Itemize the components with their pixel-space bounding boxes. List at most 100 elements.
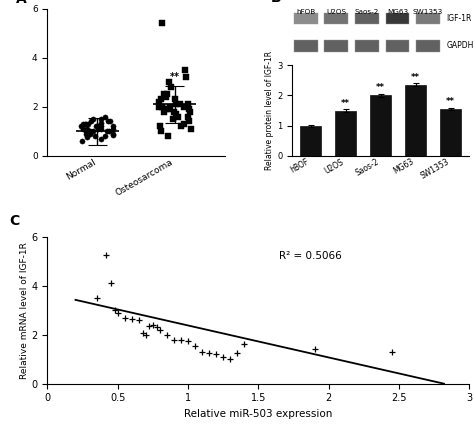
Point: [311, 346, 319, 353]
Point: [169, 116, 176, 123]
Point: [155, 99, 163, 106]
Point: [164, 106, 171, 112]
Point: [104, 118, 112, 125]
Point: [161, 108, 168, 115]
Point: [227, 356, 234, 363]
Point: [177, 336, 185, 343]
Point: [164, 106, 172, 112]
Point: [121, 314, 128, 321]
Bar: [324, 41, 348, 51]
Point: [79, 125, 86, 132]
Point: [157, 128, 164, 135]
Point: [109, 123, 117, 130]
Point: [155, 103, 163, 110]
Point: [145, 323, 153, 330]
Text: hFOB: hFOB: [296, 9, 315, 15]
Text: R² = 0.5066: R² = 0.5066: [279, 251, 342, 261]
Text: **: **: [376, 83, 385, 92]
Text: SW1353: SW1353: [413, 9, 443, 15]
Point: [185, 113, 192, 120]
Point: [205, 350, 213, 357]
Point: [177, 123, 184, 130]
Point: [92, 123, 100, 130]
Point: [167, 84, 174, 91]
Text: Saos-2: Saos-2: [355, 9, 379, 15]
Point: [180, 120, 188, 127]
Point: [103, 252, 110, 259]
Bar: [385, 41, 410, 51]
Point: [87, 128, 94, 135]
Point: [191, 342, 199, 349]
Bar: [440, 109, 461, 156]
Point: [93, 294, 100, 301]
Bar: [416, 13, 440, 24]
Point: [78, 138, 86, 145]
Bar: [416, 41, 440, 51]
Bar: [405, 85, 426, 156]
Point: [91, 133, 99, 140]
Point: [89, 116, 97, 123]
Point: [156, 123, 164, 130]
Point: [109, 130, 117, 137]
Point: [234, 350, 241, 357]
Text: **: **: [411, 73, 420, 82]
Point: [160, 91, 168, 98]
Bar: [294, 41, 318, 51]
Point: [172, 96, 179, 103]
Point: [98, 125, 105, 132]
Point: [171, 108, 178, 115]
Point: [111, 307, 118, 313]
Point: [101, 113, 109, 120]
Point: [77, 123, 85, 130]
Point: [159, 20, 166, 27]
Point: [94, 125, 102, 132]
Bar: [294, 13, 318, 24]
Point: [97, 116, 105, 123]
Bar: [370, 95, 391, 156]
Point: [79, 120, 87, 127]
Point: [184, 337, 192, 344]
Point: [109, 131, 117, 138]
Text: **: **: [446, 97, 455, 106]
Point: [97, 119, 104, 126]
Text: IGF-1R: IGF-1R: [447, 14, 472, 23]
Point: [101, 133, 109, 140]
Point: [240, 341, 248, 348]
Text: A: A: [16, 0, 26, 6]
Point: [156, 326, 164, 333]
Text: C: C: [9, 214, 20, 228]
Point: [82, 120, 90, 127]
Point: [163, 91, 171, 98]
Point: [185, 106, 192, 112]
Point: [84, 120, 91, 127]
Point: [82, 128, 90, 135]
Bar: [385, 13, 410, 24]
Point: [109, 125, 117, 132]
Point: [83, 125, 91, 132]
Point: [181, 67, 189, 74]
Point: [82, 130, 90, 137]
Point: [172, 101, 180, 108]
Point: [198, 348, 206, 355]
Point: [170, 336, 178, 343]
Point: [212, 351, 220, 358]
Text: MG63: MG63: [387, 9, 408, 15]
Point: [83, 134, 91, 141]
Point: [107, 280, 115, 287]
Point: [164, 133, 172, 140]
Text: B: B: [271, 0, 282, 5]
Point: [166, 103, 173, 110]
Text: GAPDH: GAPDH: [447, 41, 474, 51]
X-axis label: Relative miR-503 expression: Relative miR-503 expression: [184, 409, 333, 419]
Point: [106, 118, 114, 125]
Point: [173, 111, 180, 118]
Point: [184, 101, 192, 108]
Point: [97, 123, 105, 130]
Point: [163, 331, 171, 338]
Point: [114, 309, 121, 316]
Bar: [300, 126, 321, 156]
Point: [187, 125, 195, 132]
Y-axis label: Relative mRNA level of IGF-1R: Relative mRNA level of IGF-1R: [19, 242, 28, 378]
Point: [180, 103, 188, 110]
Point: [139, 330, 147, 337]
